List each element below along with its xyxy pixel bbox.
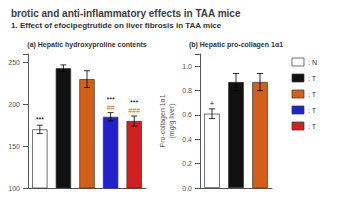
- svg-text:0.0: 0.0: [182, 185, 192, 192]
- svg-text:***: ***: [130, 99, 138, 106]
- svg-text:: T: : T: [308, 91, 317, 98]
- svg-text:##: ##: [107, 104, 115, 111]
- svg-text:200: 200: [8, 101, 20, 108]
- svg-text:***: ***: [107, 96, 115, 103]
- svg-text:+: +: [210, 100, 214, 107]
- svg-text:(b) Hepatic pro-collagen 1α1: (b) Hepatic pro-collagen 1α1: [189, 41, 283, 49]
- svg-text:brotic and anti-inflammatory e: brotic and anti-inflammatory effects in …: [11, 8, 241, 19]
- svg-text:(a) Hepatic hydroxyproline con: (a) Hepatic hydroxyproline contents: [27, 41, 147, 49]
- svg-text:1.0: 1.0: [182, 63, 192, 70]
- svg-text:0.2: 0.2: [182, 160, 192, 167]
- svg-text:0.6: 0.6: [182, 111, 192, 118]
- svg-text:###: ###: [128, 107, 140, 114]
- svg-text:: N: : N: [308, 59, 317, 66]
- svg-text:: T: : T: [308, 107, 317, 114]
- svg-text:250: 250: [8, 59, 20, 66]
- svg-text:100: 100: [8, 185, 20, 192]
- svg-text:: T: : T: [308, 75, 317, 82]
- svg-text:(mg/g liver): (mg/g liver): [168, 103, 176, 138]
- svg-text:150: 150: [8, 143, 20, 150]
- svg-text:1. Effect of efocipegtrutide o: 1. Effect of efocipegtrutide on liver fi…: [11, 21, 222, 30]
- svg-text:: T: : T: [308, 123, 317, 130]
- svg-text:0.4: 0.4: [182, 136, 192, 143]
- svg-text:Pro-collagen 1α1: Pro-collagen 1α1: [159, 94, 167, 147]
- svg-text:0.8: 0.8: [182, 87, 192, 94]
- svg-text:***: ***: [36, 116, 44, 123]
